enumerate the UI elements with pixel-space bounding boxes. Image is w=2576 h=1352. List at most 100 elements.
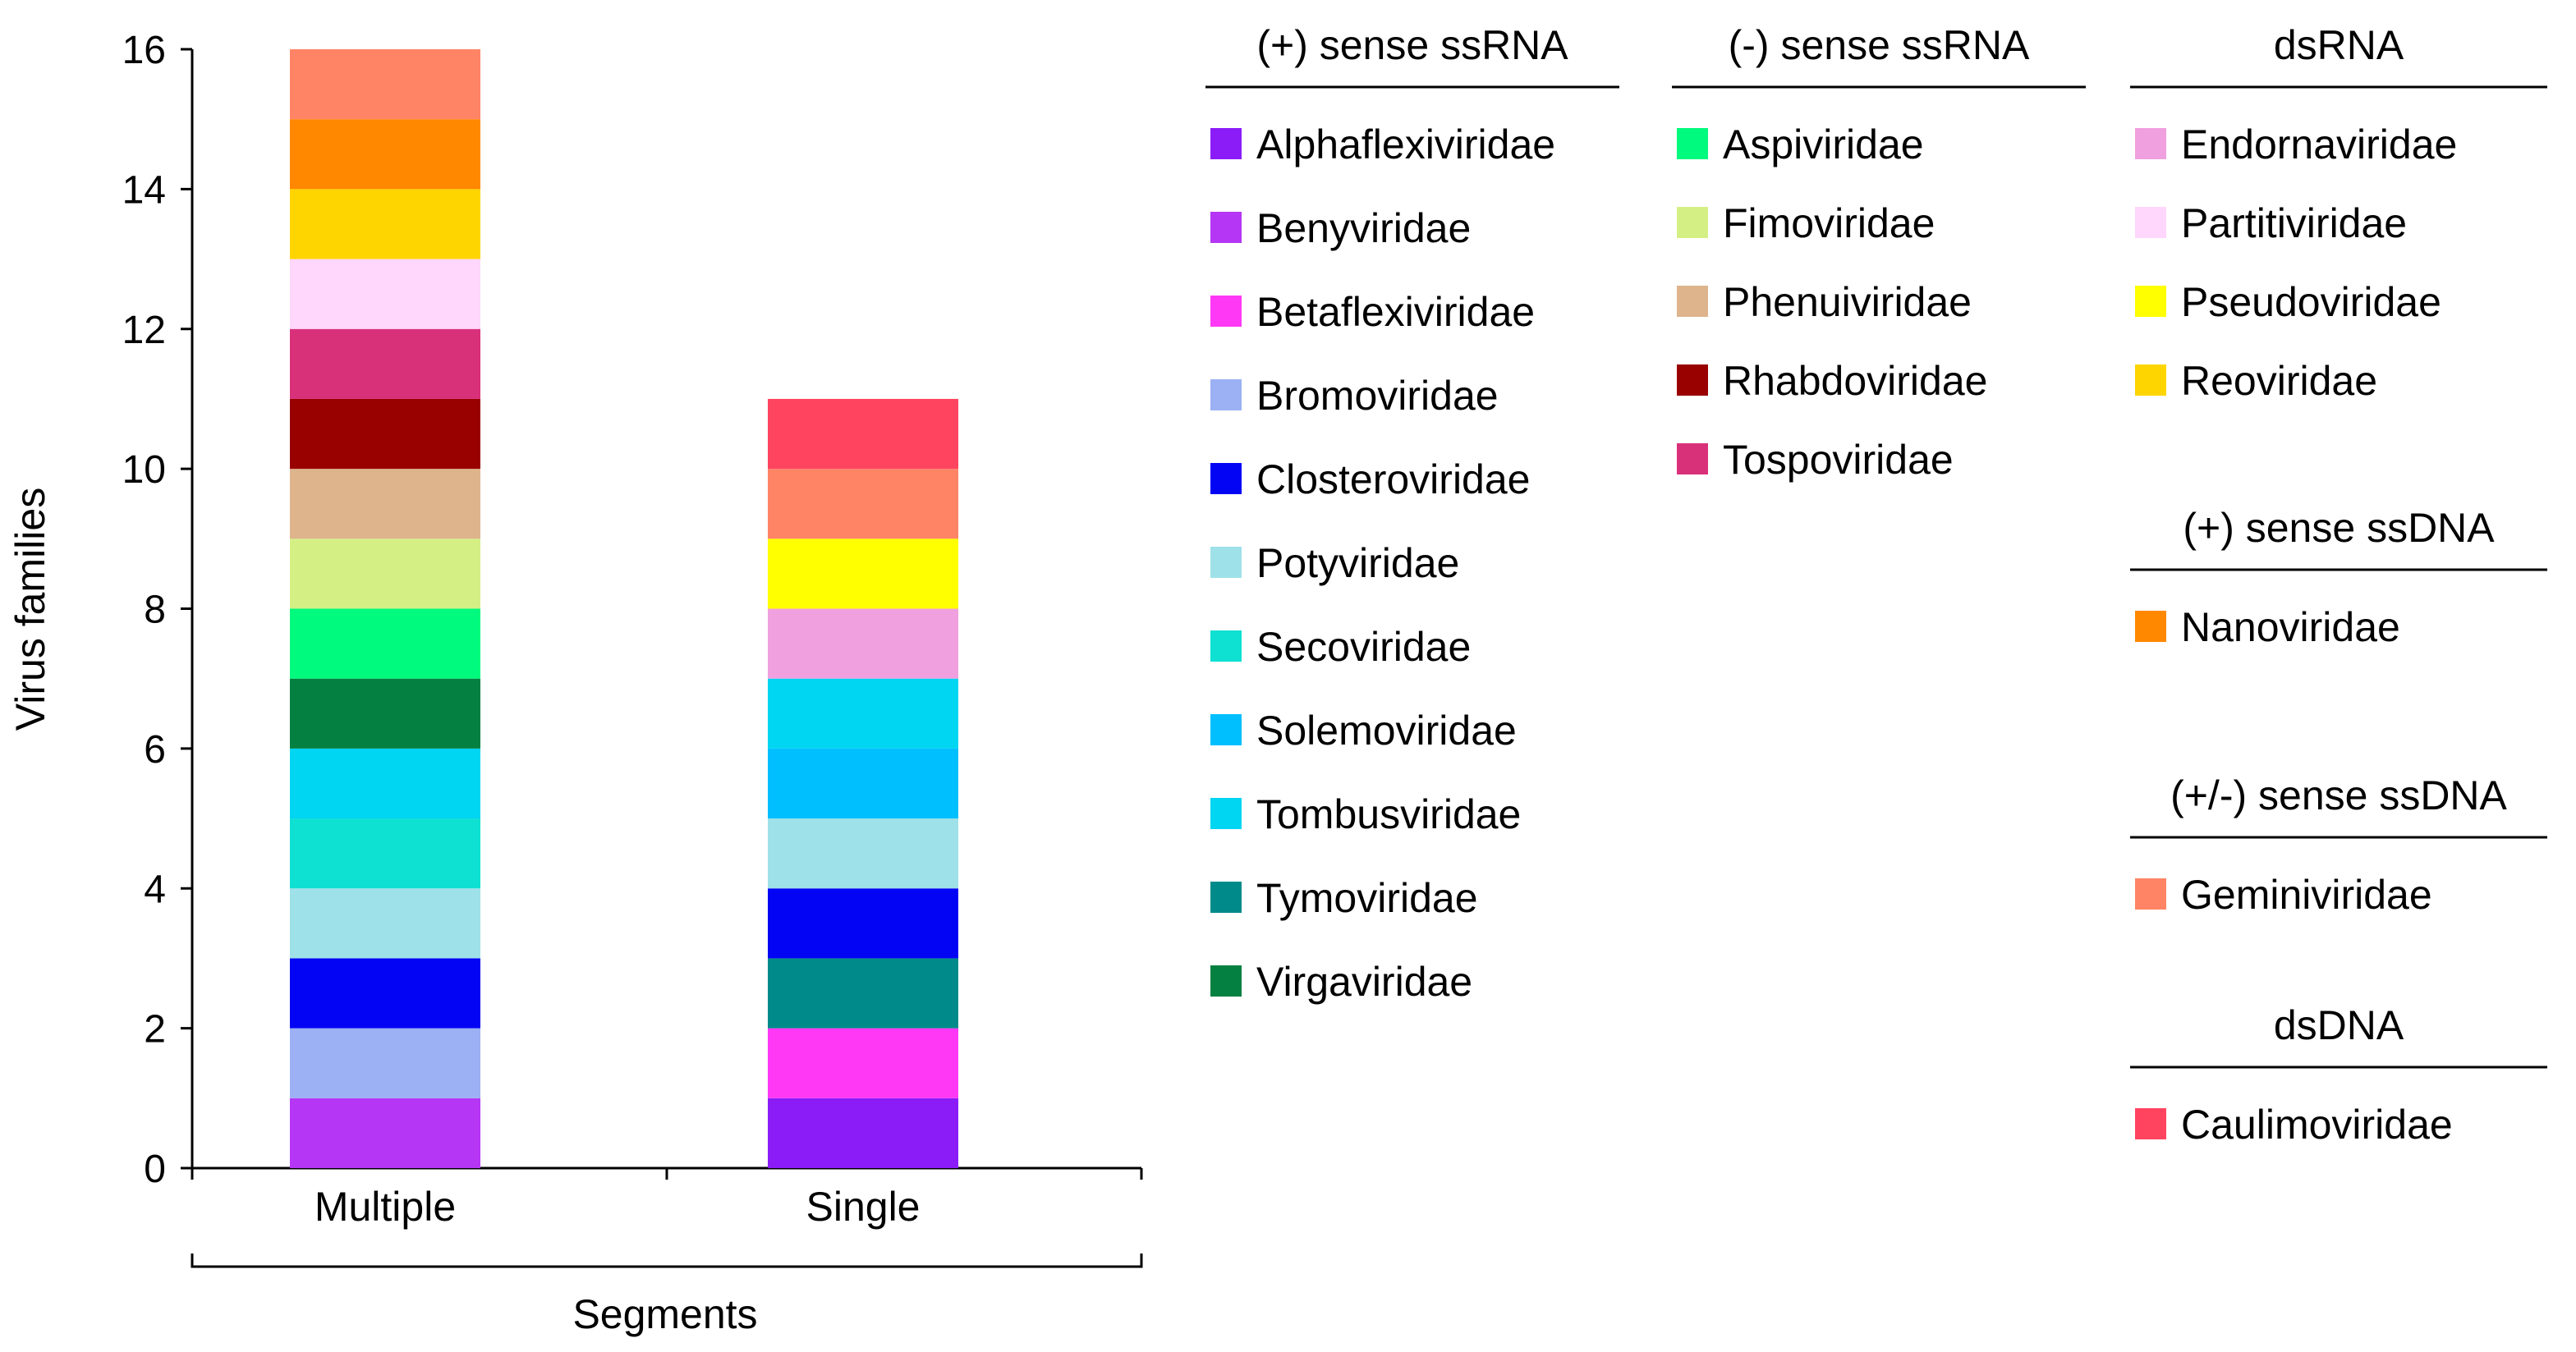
legend-item-label: Benyviridae: [1256, 205, 1471, 251]
bar-segment-benyviridae: Benyviridae: [290, 1098, 480, 1168]
legend-swatch: [1210, 463, 1242, 494]
bar-segment-closteroviridae: Closteroviridae: [290, 958, 480, 1029]
legend-group-title: (-) sense ssRNA: [1729, 22, 2030, 68]
legend-item-label: Reoviridae: [2181, 358, 2377, 404]
y-tick-label: 4: [144, 868, 166, 911]
bar-segment-geminiviridae: Geminiviridae: [768, 469, 958, 539]
legend-item-label: Potyviridae: [1256, 540, 1459, 586]
y-tick-label: 0: [144, 1148, 166, 1191]
legend-item-label: Nanoviridae: [2181, 604, 2400, 650]
bar-segment-bromoviridae: Bromoviridae: [290, 1028, 480, 1098]
chart-axes: 0 2 4 6 8 10 12 14 16: [122, 29, 1143, 1268]
bar-segment-geminiviridae: Geminiviridae: [290, 49, 480, 120]
x-tick-label: Multiple: [315, 1184, 456, 1230]
legend-swatch: [1677, 364, 1708, 396]
legend-group: dsDNA Caulimoviridae: [2130, 1002, 2547, 1148]
legend-swatch: [2135, 286, 2166, 317]
legend-group-title: dsRNA: [2274, 22, 2404, 68]
bar-segment-phenuiviridae: Phenuiviridae: [290, 469, 480, 539]
y-tick-label: 12: [122, 309, 166, 352]
legend-swatch: [1210, 882, 1242, 913]
bar-segment-nanoviridae: Nanoviridae: [290, 119, 480, 190]
bar-segment-endornaviridae: Endornaviridae: [768, 608, 958, 679]
legend-swatch: [1677, 207, 1708, 238]
bar-segment-potyviridae: Potyviridae: [290, 888, 480, 959]
legend-swatch: [2135, 611, 2166, 642]
legend-swatch: [1677, 286, 1708, 317]
legend-item-label: Tospoviridae: [1723, 437, 1954, 483]
legend-group: (+) sense ssDNA Nanoviridae: [2130, 505, 2547, 650]
legend-swatch: [1210, 630, 1242, 662]
legend-group: (-) sense ssRNA Aspiviridae Fimoviridae Phe…: [1672, 22, 2086, 483]
bar-segment-closteroviridae: Closteroviridae: [768, 888, 958, 959]
legend-swatch: [1210, 714, 1242, 745]
chart-bars: BenyviridaeBromoviridaeClosteroviridaePo…: [290, 49, 958, 1230]
x-tick-label: Single: [806, 1184, 921, 1230]
legend-item-label: Fimoviridae: [1723, 200, 1935, 246]
legend-item-label: Betaflexiviridae: [1256, 289, 1535, 335]
legend-group-title: (+) sense ssRNA: [1256, 22, 1568, 68]
y-tick-label: 14: [122, 168, 166, 212]
bar-segment-partitiviridae: Partitiviridae: [290, 259, 480, 329]
bar-segment-virgaviridae: Virgaviridae: [290, 678, 480, 749]
bar-segment-betaflexiviridae: Betaflexiviridae: [768, 1028, 958, 1098]
legend-item-label: Partitiviridae: [2181, 200, 2407, 246]
legend-item-label: Endornaviridae: [2181, 121, 2457, 167]
y-tick-label: 8: [144, 589, 166, 632]
legend-group: (+/-) sense ssDNA Geminiviridae: [2130, 772, 2547, 918]
legend-swatch: [2135, 128, 2166, 159]
legend-swatch: [1210, 379, 1242, 410]
legend-item-label: Alphaflexiviridae: [1256, 121, 1555, 167]
bar-segment-rhabdoviridae: Rhabdoviridae: [290, 398, 480, 470]
legend-swatch: [1210, 798, 1242, 829]
legend-group-title: dsDNA: [2274, 1002, 2404, 1048]
bar-segment-secoviridae: Secoviridae: [290, 818, 480, 889]
y-tick-label: 6: [144, 728, 166, 772]
bar-segment-potyviridae: Potyviridae: [768, 818, 958, 889]
y-axis-label: Virus families: [7, 488, 53, 731]
legend-group-title: (+) sense ssDNA: [2183, 505, 2495, 551]
legend-swatch: [1210, 296, 1242, 327]
bar-segment-tymoviridae: Tymoviridae: [768, 958, 958, 1029]
legend-item-label: Phenuiviridae: [1723, 279, 1972, 325]
legend-item-label: Geminiviridae: [2181, 872, 2432, 918]
bar-segment-caulimoviridae: Caulimoviridae: [768, 398, 958, 470]
legend-swatch: [2135, 207, 2166, 238]
legend-item-label: Solemoviridae: [1256, 708, 1517, 754]
x-axis-bracket: [191, 1253, 1143, 1268]
legend-swatch: [2135, 1108, 2166, 1139]
legend-item-label: Tombusviridae: [1256, 791, 1521, 837]
y-tick-label: 10: [122, 448, 166, 492]
bar-segment-solemoviridae: Solemoviridae: [768, 748, 958, 819]
y-tick-label: 16: [122, 29, 166, 72]
y-tick-label: 2: [144, 1008, 166, 1052]
legend-swatch: [1677, 443, 1708, 474]
legend-swatch: [1210, 128, 1242, 159]
legend-swatch: [1677, 128, 1708, 159]
chart-labels: Virus families Segments: [7, 488, 758, 1337]
legend-item-label: Pseudoviridae: [2181, 279, 2441, 325]
bar-segment-tombusviridae: Tombusviridae: [290, 748, 480, 819]
legend-item-label: Closteroviridae: [1256, 456, 1530, 502]
legend-group-title: (+/-) sense ssDNA: [2170, 772, 2507, 818]
legend-item-label: Secoviridae: [1256, 624, 1471, 670]
legend-group: (+) sense ssRNA Alphaflexiviridae Benyviri…: [1205, 22, 1619, 1005]
legend-swatch: [2135, 364, 2166, 396]
bar-segment-aspiviridae: Aspiviridae: [290, 608, 480, 679]
chart-legend: (+) sense ssRNA Alphaflexiviridae Benyviri…: [1205, 22, 2547, 1148]
bar-segment-tombusviridae: Tombusviridae: [768, 678, 958, 749]
legend-swatch: [2135, 878, 2166, 910]
bar-segment-reoviridae: Reoviridae: [290, 189, 480, 259]
bar-segment-tospoviridae: Tospoviridae: [290, 328, 480, 399]
x-axis-label: Segments: [572, 1291, 757, 1337]
legend-swatch: [1210, 547, 1242, 578]
legend-item-label: Tymoviridae: [1256, 875, 1478, 921]
legend-item-label: Aspiviridae: [1723, 121, 1924, 167]
legend-swatch: [1210, 212, 1242, 243]
legend-item-label: Rhabdoviridae: [1723, 358, 1987, 404]
legend-swatch: [1210, 965, 1242, 997]
bar-segment-pseudoviridae: Pseudoviridae: [768, 539, 958, 609]
bar-segment-alphaflexiviridae: Alphaflexiviridae: [768, 1098, 958, 1168]
legend-item-label: Virgaviridae: [1256, 959, 1472, 1005]
